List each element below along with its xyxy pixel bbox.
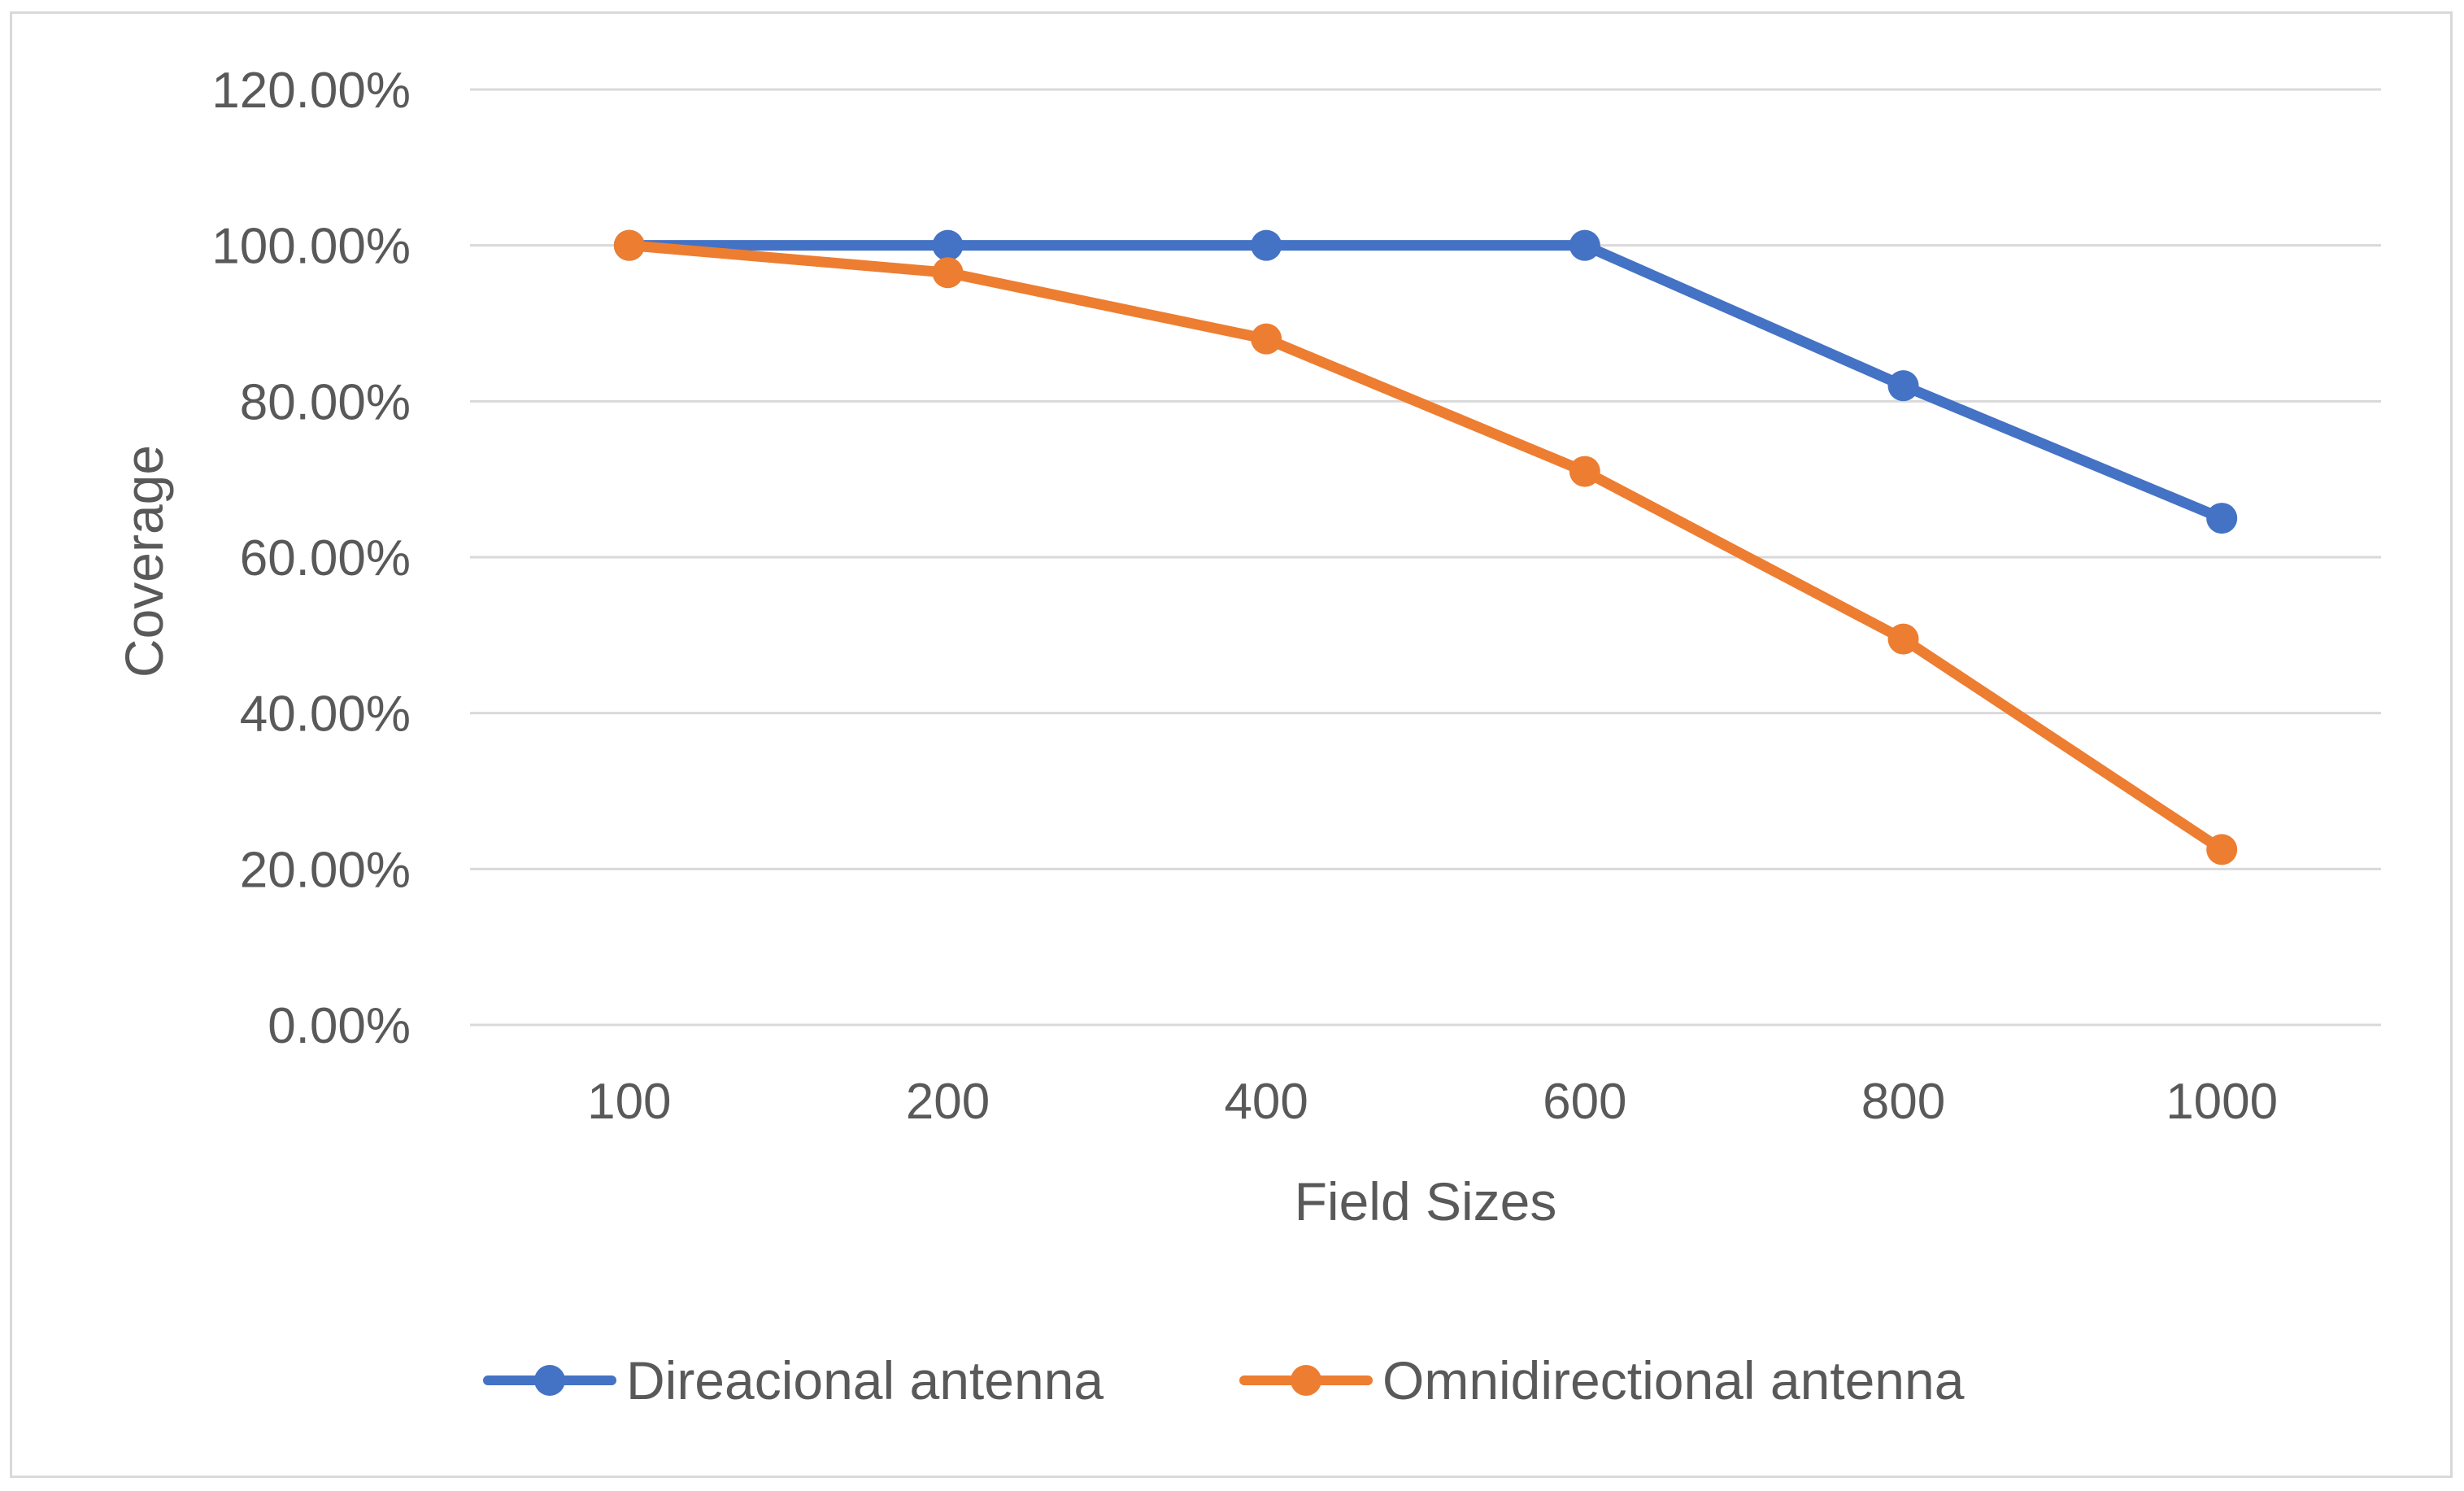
legend-item-omnidirectional: Omnidirectional antenna xyxy=(1239,1350,1965,1410)
y-tick-label: 0.00% xyxy=(268,998,411,1054)
series-omnidirectional-antenna xyxy=(613,229,2238,865)
y-tick-label: 40.00% xyxy=(240,687,411,743)
y-tick-label: 60.00% xyxy=(240,530,411,586)
legend-label: Direacional antenna xyxy=(626,1350,1104,1410)
y-tick-label: 100.00% xyxy=(211,219,411,275)
x-tick-label: 100 xyxy=(587,1074,671,1130)
y-tick-label: 80.00% xyxy=(240,374,411,430)
data-point xyxy=(1569,229,1600,261)
data-point xyxy=(2206,834,2238,865)
data-point xyxy=(1251,323,1282,355)
y-axis-title: Coverage xyxy=(114,445,174,678)
data-point xyxy=(613,229,645,261)
y-axis-ticks: 0.00% 20.00% 40.00% 60.00% 80.00% 100.00% 120.… xyxy=(211,63,411,1054)
legend: Direacional antenna Omnidirectional ante… xyxy=(483,1350,1965,1410)
y-tick-label: 120.00% xyxy=(211,63,411,119)
data-point xyxy=(1251,229,1282,261)
series-direacional-antenna xyxy=(613,229,2238,534)
data-point xyxy=(2206,503,2238,534)
x-tick-label: 400 xyxy=(1224,1074,1308,1130)
data-point xyxy=(1887,623,1919,655)
data-point xyxy=(1569,456,1600,487)
x-tick-label: 800 xyxy=(1861,1074,1945,1130)
series-group xyxy=(613,229,2238,865)
x-axis-title: Field Sizes xyxy=(1295,1171,1557,1232)
gridlines xyxy=(470,88,2381,1027)
data-point xyxy=(1887,370,1919,402)
legend-label: Omnidirectional antenna xyxy=(1382,1350,1965,1410)
x-tick-label: 1000 xyxy=(2166,1074,2278,1130)
x-tick-label: 600 xyxy=(1543,1074,1626,1130)
data-point xyxy=(932,257,964,289)
series-line xyxy=(624,240,2227,524)
series-line xyxy=(624,240,2227,855)
chart-frame xyxy=(10,11,2453,1478)
x-axis-ticks: 100 200 400 600 800 1000 xyxy=(587,1074,2278,1130)
legend-swatch-marker xyxy=(1291,1365,1321,1396)
legend-item-direacional: Direacional antenna xyxy=(483,1350,1104,1410)
legend-swatch-marker xyxy=(534,1365,565,1396)
x-tick-label: 200 xyxy=(906,1074,990,1130)
data-point xyxy=(932,229,964,261)
y-tick-label: 20.00% xyxy=(240,842,411,898)
